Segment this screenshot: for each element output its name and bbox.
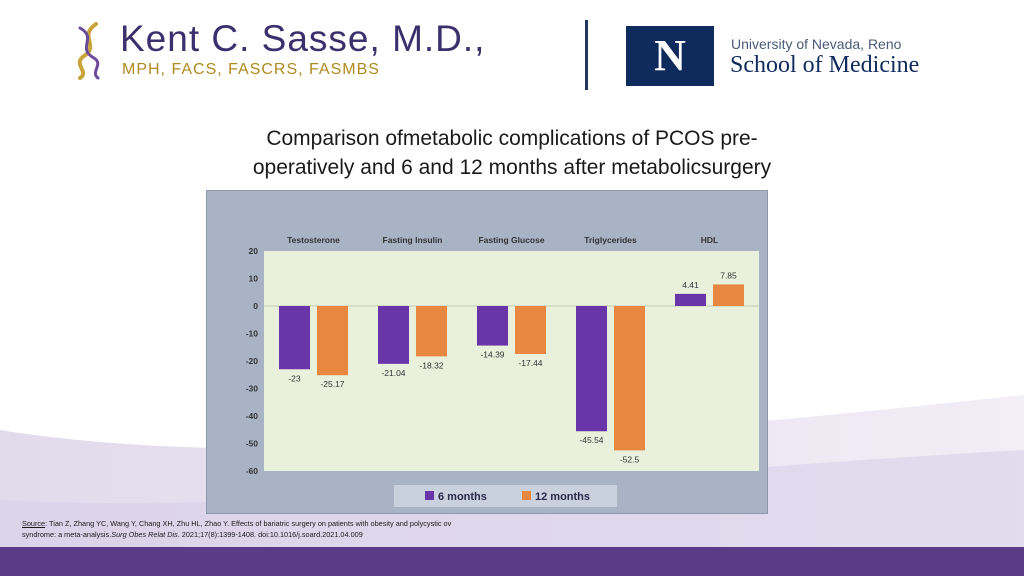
data-label: -25.17 [320,379,344,389]
category-label: HDL [701,235,718,245]
category-label: Fasting Glucose [478,235,544,245]
bar-chart: 20 10 0 -10 -20 -30 -40 -50 -60 Testosterone -23 -2… [246,235,759,507]
legend-label: 12 months [535,491,590,503]
source-text-3: . 2021;17(8):1399-1408. doi:10.1016/j.so… [177,530,363,539]
slide-title: Comparison ofmetabolic complications of … [100,124,924,182]
y-tick-label: -40 [246,411,259,421]
category-label: Triglycerides [584,235,637,245]
bar-6-months [279,306,310,370]
bar-12-months [416,306,447,357]
bar-12-months [515,306,546,354]
unr-university-name: University of Nevada, Reno [731,36,902,52]
bar-6-months [378,306,409,364]
doctor-credentials: MPH, FACS, FASCRS, FASMBS [122,61,380,78]
bar-6-months [576,306,607,432]
y-tick-label: -30 [246,384,259,394]
y-tick-label: -20 [246,356,259,366]
source-text: : Tian Z, Zhang YC, Wang Y, Chang XH, Zh… [45,519,452,528]
unr-school-name: School of Medicine [730,52,920,78]
source-journal: Surg Obes Relat Dis [111,530,178,539]
header-divider [585,20,588,90]
data-label: -45.54 [579,435,603,445]
source-text-2: syndrome: a meta-analysis. [22,530,112,539]
y-tick-label: -50 [246,439,259,449]
legend-swatch [522,491,531,500]
dna-helix-icon [77,22,100,80]
data-label: 4.41 [682,280,699,290]
data-label: -21.04 [381,368,405,378]
source-label: Source [22,519,46,528]
data-label: -18.32 [419,360,443,370]
footer-bar [0,547,1024,576]
data-label: -23 [288,373,301,383]
y-tick-label: -10 [246,329,259,339]
category-label: Fasting Insulin [383,235,443,245]
source-citation: Source: Tian Z, Zhang YC, Wang Y, Chang … [22,518,582,540]
chart-frame: 20 10 0 -10 -20 -30 -40 -50 -60 Testosterone -23 -2… [206,190,768,514]
legend-box [394,485,617,507]
y-tick-label: -60 [246,466,259,476]
y-tick-label: 20 [249,246,259,256]
legend-swatch [425,491,434,500]
data-label: -14.39 [480,350,504,360]
data-label: -17.44 [518,358,542,368]
data-label: 7.85 [720,270,737,280]
y-tick-label: 10 [249,274,259,284]
slide-title-line-2: operatively and 6 and 12 months after me… [252,156,772,179]
bar-12-months [713,284,744,306]
bar-6-months [675,293,706,306]
category-label: Testosterone [287,235,340,245]
bar-6-months [477,306,508,346]
unr-logo: N [626,26,714,86]
bar-12-months [614,306,645,451]
doctor-name: Kent C. Sasse, M.D., [120,18,486,59]
y-tick-label: 0 [253,301,258,311]
data-label: -52.5 [620,454,640,464]
legend-label: 6 months [438,491,487,503]
unr-logo-letter: N [654,31,686,80]
slide-title-line-1: Comparison ofmetabolic complications of … [266,127,758,150]
bar-12-months [317,306,348,376]
